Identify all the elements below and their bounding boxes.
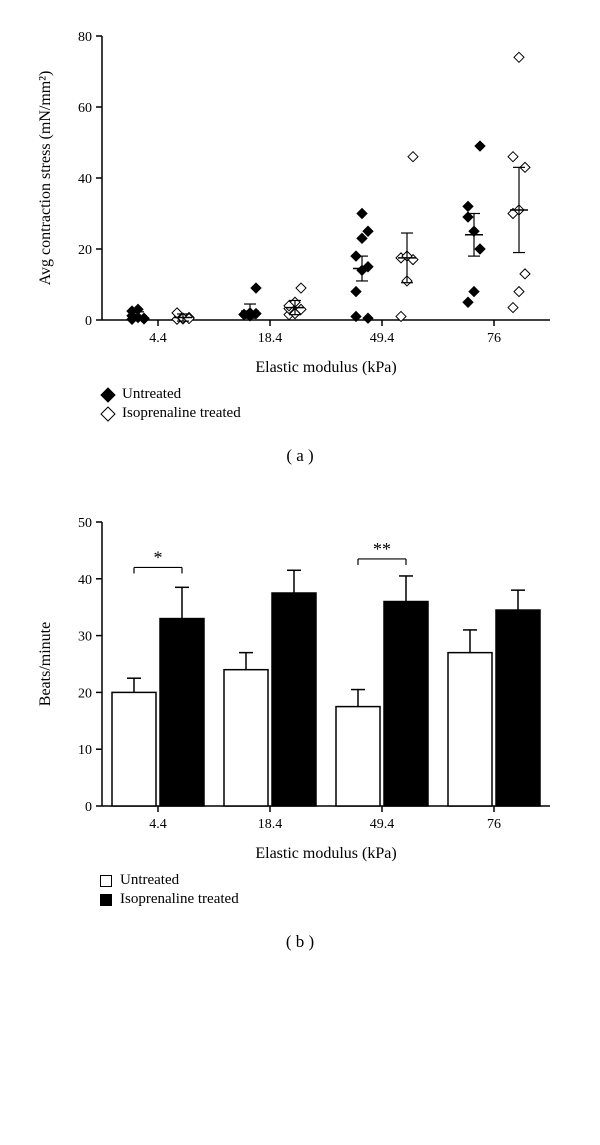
svg-text:20: 20 [78, 686, 92, 701]
chart-a-legend: Untreated Isoprenaline treated [100, 386, 570, 422]
chart-b-caption: ( b ) [30, 932, 570, 952]
svg-text:0: 0 [85, 314, 92, 329]
svg-text:**: ** [373, 539, 391, 559]
svg-text:18.4: 18.4 [258, 817, 283, 832]
svg-text:Elastic modulus (kPa): Elastic modulus (kPa) [255, 845, 396, 862]
legend-treated-b-label: Isoprenaline treated [120, 891, 239, 908]
svg-text:Elastic modulus (kPa): Elastic modulus (kPa) [255, 359, 396, 376]
svg-text:76: 76 [487, 817, 501, 832]
svg-text:49.4: 49.4 [370, 331, 395, 346]
svg-text:20: 20 [78, 243, 92, 258]
svg-text:30: 30 [78, 630, 92, 645]
chart-b-legend: Untreated Isoprenaline treated [100, 872, 570, 908]
legend-untreated-b-label: Untreated [120, 872, 179, 889]
diamond-open-icon [100, 406, 116, 422]
svg-text:49.4: 49.4 [370, 817, 395, 832]
chart-b-container: 0 10 20 30 40 50 4.4 18.4 49.4 76 Elastic modulus … [30, 506, 570, 952]
svg-text:60: 60 [78, 101, 92, 116]
svg-text:50: 50 [78, 516, 92, 531]
legend-untreated-a: Untreated [100, 386, 570, 403]
square-filled-icon [100, 894, 112, 906]
svg-text:Beats/minute: Beats/minute [37, 622, 54, 706]
svg-text:76: 76 [487, 331, 501, 346]
svg-text:10: 10 [78, 743, 92, 758]
legend-treated-a-label: Isoprenaline treated [122, 405, 241, 422]
legend-treated-b: Isoprenaline treated [100, 891, 570, 908]
svg-text:Avg contraction stress (mN/mm²: Avg contraction stress (mN/mm²) [37, 71, 54, 286]
svg-text:0: 0 [85, 800, 92, 815]
legend-untreated-a-label: Untreated [122, 386, 181, 403]
svg-text:80: 80 [78, 30, 92, 45]
chart-a-svg: 0 20 40 60 80 4.4 18.4 49.4 76 Elastic modulus (k… [30, 20, 570, 380]
svg-text:18.4: 18.4 [258, 331, 283, 346]
legend-treated-a: Isoprenaline treated [100, 405, 570, 422]
svg-text:*: * [154, 547, 163, 567]
diamond-filled-icon [100, 387, 116, 403]
svg-text:4.4: 4.4 [149, 817, 167, 832]
chart-a-caption: ( a ) [30, 446, 570, 466]
chart-b-svg: 0 10 20 30 40 50 4.4 18.4 49.4 76 Elastic modulus … [30, 506, 570, 866]
svg-text:40: 40 [78, 573, 92, 588]
svg-text:40: 40 [78, 172, 92, 187]
chart-a-container: 0 20 40 60 80 4.4 18.4 49.4 76 Elastic modulus (k… [30, 20, 570, 466]
legend-untreated-b: Untreated [100, 872, 570, 889]
svg-text:4.4: 4.4 [149, 331, 167, 346]
square-open-icon [100, 875, 112, 887]
